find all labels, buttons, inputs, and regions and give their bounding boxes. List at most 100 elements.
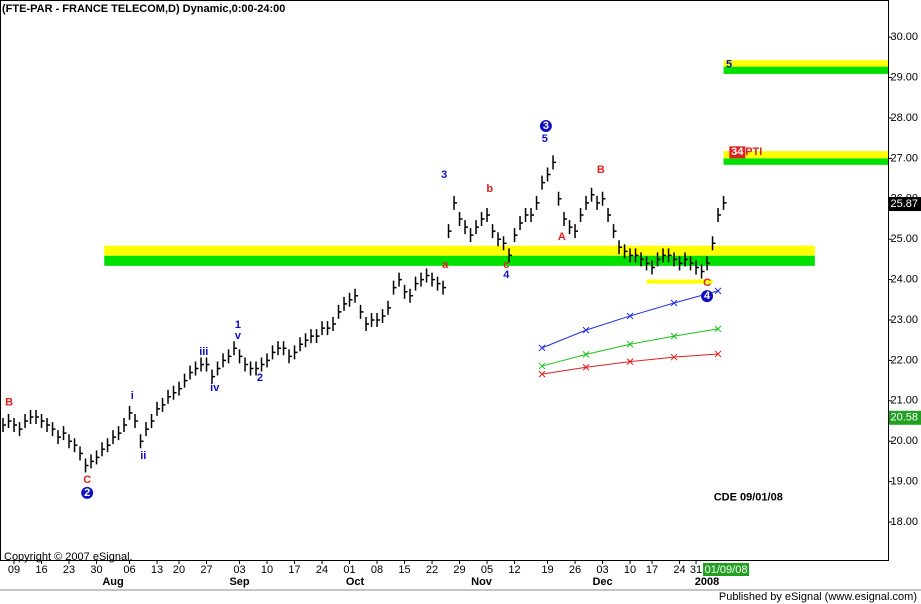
- price-bar: [145, 422, 150, 437]
- price-bar: [695, 260, 700, 275]
- price-bar: [260, 357, 265, 372]
- price-bar: [651, 260, 656, 275]
- price-bar: [552, 155, 557, 170]
- curve-marker: [714, 287, 722, 295]
- price-bar: [717, 207, 722, 222]
- zone-lower: [723, 66, 888, 74]
- price-bar: [722, 195, 727, 210]
- price-bar: [167, 389, 172, 404]
- price-bar: [365, 317, 370, 332]
- price-bar: [106, 438, 111, 453]
- y-tick-label: 20.00: [890, 435, 918, 447]
- price-bar: [326, 321, 331, 336]
- price-bar: [678, 256, 683, 271]
- price-bar: [486, 207, 491, 222]
- price-bar: [629, 248, 634, 263]
- price-bar: [172, 385, 177, 400]
- annotation: 4: [704, 290, 711, 302]
- annotation: 2: [257, 372, 263, 384]
- annotation: C: [83, 474, 91, 486]
- price-bar: [656, 252, 661, 267]
- month-label: Oct: [346, 576, 365, 588]
- price-bar: [447, 224, 452, 239]
- price-bar: [73, 438, 78, 453]
- y-tick-label: 23.00: [890, 314, 918, 326]
- annotation: ii: [140, 450, 146, 462]
- price-bar: [222, 353, 227, 368]
- y-tick-label: 18.00: [890, 516, 918, 528]
- wave-circle: [701, 290, 714, 303]
- price-bar: [84, 458, 89, 473]
- curve-marker: [670, 299, 678, 307]
- x-tick-label: 23: [63, 564, 75, 576]
- y-tick-label: 19.00: [890, 476, 918, 488]
- price-bar: [277, 341, 282, 356]
- annotation: 2: [84, 487, 90, 499]
- price-bar: [161, 397, 166, 412]
- annotation: CDE 09/01/08: [714, 492, 783, 504]
- y-tick-label: 21.00: [890, 395, 918, 407]
- x-tick-label: 08: [371, 564, 383, 576]
- annotation: c: [503, 259, 509, 271]
- zone-upper: [723, 60, 888, 67]
- price-bar: [194, 361, 199, 376]
- annotation: iii: [199, 346, 208, 358]
- price-bar: [304, 333, 309, 348]
- price-bar: [183, 373, 188, 388]
- y-tick-label: 28.00: [890, 112, 918, 124]
- price-bar: [508, 248, 513, 263]
- annotation: 34: [731, 146, 744, 158]
- price-box-label: 20.58: [890, 412, 918, 424]
- price-bar: [706, 256, 711, 271]
- x-tick-label: 09: [8, 564, 20, 576]
- price-box: [889, 197, 921, 212]
- price-bar: [436, 276, 441, 291]
- price-bar: [101, 442, 106, 457]
- curve-marker: [626, 358, 634, 365]
- price-bar: [409, 288, 414, 303]
- annotation: A: [558, 231, 566, 243]
- x-tick-label: 22: [426, 564, 438, 576]
- x-tick-label: 24: [316, 564, 328, 576]
- annotation: 3: [543, 120, 549, 132]
- curve-marker: [626, 340, 634, 348]
- month-label: 2008: [695, 576, 719, 588]
- price-bar: [282, 341, 287, 356]
- price-bar: [425, 268, 430, 283]
- annotation: 5: [726, 59, 732, 71]
- price-bar: [29, 409, 34, 424]
- y-tick-label: 25.00: [890, 233, 918, 245]
- x-tick-label: 17: [288, 564, 300, 576]
- price-bar: [343, 296, 348, 311]
- price-bar: [288, 349, 293, 364]
- price-bar: [640, 252, 645, 267]
- price-bar: [497, 232, 502, 247]
- annotation: a: [442, 259, 449, 271]
- price-bar: [271, 345, 276, 360]
- price-bar: [623, 244, 628, 259]
- x-tick-label: 03: [596, 564, 608, 576]
- price-bar: [62, 426, 67, 441]
- price-bar: [568, 220, 573, 235]
- price-bar: [689, 256, 694, 271]
- price-bar: [299, 337, 304, 352]
- x-tick-label: 20: [173, 564, 185, 576]
- price-bar: [535, 195, 540, 210]
- curve-marker: [582, 326, 590, 334]
- curve-marker: [670, 353, 678, 361]
- price-bar: [502, 236, 507, 251]
- price-bar: [24, 414, 29, 429]
- curve-marker: [714, 325, 722, 333]
- annotation: B: [597, 164, 605, 176]
- price-box-label: 25.87: [890, 198, 918, 210]
- x-tick-label: 19: [541, 564, 553, 576]
- price-bar: [321, 321, 326, 336]
- price-bar: [310, 329, 315, 344]
- price-bar: [464, 220, 469, 235]
- annotation: B: [5, 397, 13, 409]
- month-label: Dec: [592, 576, 612, 588]
- price-bar: [579, 207, 584, 222]
- curve-marker: [714, 350, 722, 358]
